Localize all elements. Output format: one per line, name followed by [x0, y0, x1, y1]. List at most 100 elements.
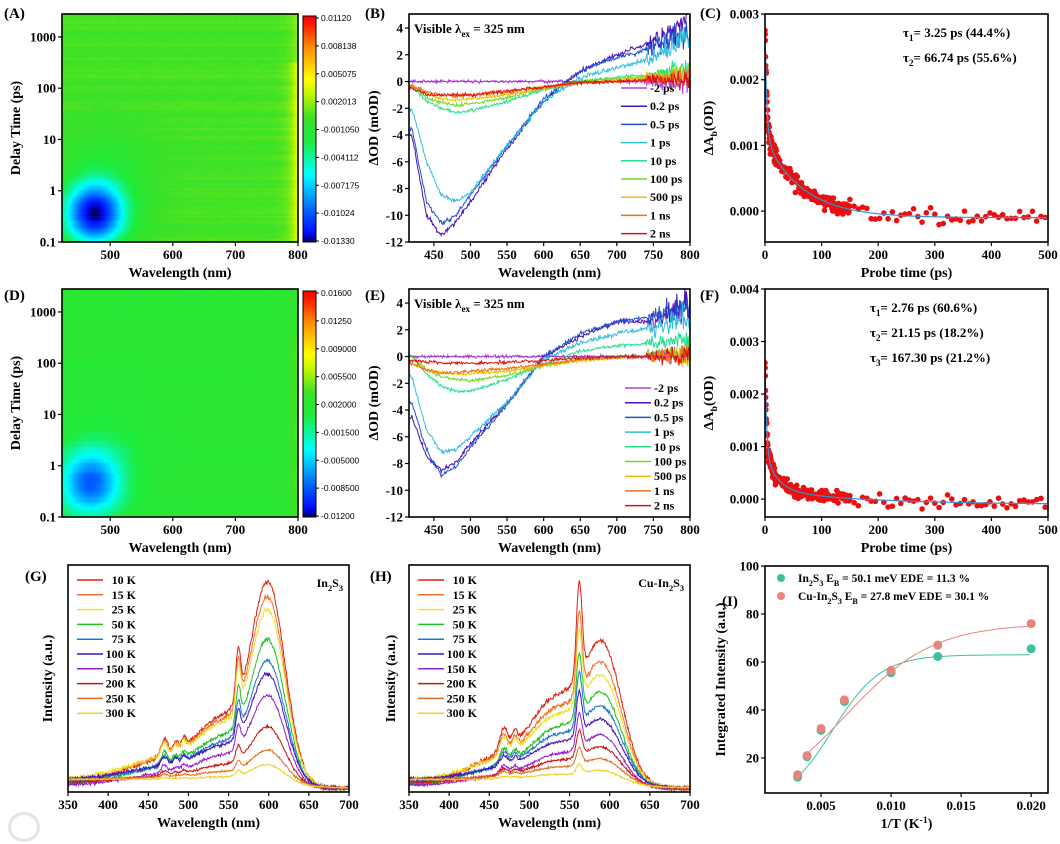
legend-label: 300 K: [106, 706, 137, 720]
x-tick-label: 600: [600, 797, 620, 812]
data-point: [932, 500, 938, 506]
y-tick-label: 4: [397, 21, 404, 36]
x-axis-label: Probe time (ps): [861, 541, 953, 556]
plot-frame: [61, 288, 299, 518]
colorbar-tick-label: 0.01600: [321, 288, 352, 298]
x-tick-label: 700: [607, 247, 627, 262]
excitation-annotation: Visible λex = 325 nm: [414, 21, 525, 39]
data-point: [948, 496, 955, 502]
y-tick-label: -12: [386, 510, 403, 525]
panel-label-c: (C): [700, 6, 721, 22]
y-axis-label: ΔAb(OD): [702, 100, 720, 155]
x-tick-label: 450: [424, 522, 444, 537]
data-point: [881, 499, 887, 506]
legend-label: 50 K: [453, 617, 478, 631]
plot-area: [409, 289, 690, 479]
data-point: [821, 207, 828, 214]
data-point: [933, 640, 943, 650]
data-point: [816, 723, 826, 733]
data-point: [839, 695, 849, 705]
heatmap-image: [62, 289, 298, 517]
x-tick-label: 100: [812, 247, 832, 262]
data-point: [902, 495, 908, 501]
data-point: [846, 209, 852, 215]
y-tick-label: 2: [397, 322, 404, 337]
data-point: [991, 211, 998, 218]
spectrum-25K: [409, 626, 690, 792]
data-point: [974, 213, 981, 220]
colorbar-tick-label: 0.002013: [321, 97, 357, 107]
y-tick-label: 10: [43, 407, 56, 422]
x-tick-label: 500: [520, 797, 540, 812]
x-tick-label: 650: [570, 247, 590, 262]
y-axis-label: ΔAb(OD): [702, 375, 720, 430]
x-tick-label: 100: [812, 522, 832, 537]
data-point: [1008, 215, 1015, 222]
data-point: [987, 498, 993, 505]
x-tick-label: 800: [680, 522, 700, 537]
plot-frame: [764, 13, 1049, 243]
y-tick-label: 0.004: [730, 282, 760, 297]
data-point: [965, 219, 972, 225]
legend-label: 500 ps: [650, 190, 683, 204]
data-point: [885, 216, 891, 222]
data-point: [835, 500, 841, 506]
data-point: [802, 751, 812, 761]
y-tick-label: 1: [50, 183, 57, 198]
x-tick-label: 600: [163, 247, 183, 262]
y-tick-label: 1: [50, 458, 57, 473]
series-line-1ps: [409, 27, 690, 203]
x-tick-label: 700: [226, 247, 246, 262]
y-tick-label: 20: [746, 750, 759, 765]
y-tick-label: -6: [392, 429, 403, 444]
data-point: [961, 496, 968, 503]
data-point: [944, 492, 951, 498]
legend-marker: [777, 592, 785, 600]
y-tick-label: 0.002: [730, 387, 759, 402]
series-line-1ns: [409, 345, 690, 375]
data-point: [864, 205, 870, 212]
data-point: [1012, 215, 1019, 222]
data-point: [927, 204, 934, 211]
colorbar-tick-label: -0.01024: [321, 208, 355, 218]
y-tick-label: 100: [740, 559, 760, 574]
colorbar: [302, 15, 317, 243]
panel-label-i: (I): [722, 594, 738, 610]
data-point: [886, 665, 896, 675]
x-tick-label: 350: [58, 797, 78, 812]
legend-label: 25 K: [112, 603, 137, 617]
panel-b: -2 ps 0.2 ps 0.5 ps 1 ps 10 ps 100 ps 500 ps 1 …: [367, 13, 700, 281]
series-line-0.2ps: [409, 14, 690, 237]
data-point: [961, 208, 968, 214]
x-tick-label: 500: [100, 247, 120, 262]
sample-annotation: Cu-In2S3: [638, 576, 684, 593]
x-tick-label: 800: [288, 522, 308, 537]
data-point: [936, 221, 942, 228]
plot-area: [409, 580, 690, 792]
y-axis-label: Intensity (a.u.): [41, 634, 56, 722]
excitation-annotation: Visible λex = 325 nm: [414, 296, 525, 314]
y-tick-label: 0.001: [730, 138, 759, 153]
legend-label: 100 K: [106, 647, 137, 661]
data-point: [1042, 504, 1048, 511]
x-tick-label: 0: [762, 247, 769, 262]
fit-curve: [796, 654, 1030, 778]
y-tick-label: 0: [397, 74, 404, 89]
legend-label: In2S3 EB = 50.1 meV EDE = 11.3 %: [798, 573, 970, 588]
legend-label: 1 ns: [654, 484, 675, 498]
colorbar-tick-label: 0.005500: [321, 372, 357, 382]
spectrum-25K: [68, 606, 349, 791]
x-axis-label: Wavelength (nm): [157, 816, 260, 831]
panel-label-b: (B): [365, 6, 385, 22]
y-tick-label: 0.003: [730, 334, 760, 349]
y-tick-label: 100: [37, 81, 57, 96]
panel-d: 0.01600 0.01250 0.009000 0.005500 0.002000 -0…: [9, 288, 360, 556]
data-point: [978, 502, 985, 509]
legend-label: -2 ps: [654, 381, 679, 395]
panel-f: τ1= 2.76 ps (60.6%) τ2= 21.15 ps (18.2%) τ…: [702, 282, 1058, 557]
plot-frame: [408, 288, 691, 518]
x-axis-label: Wavelength (nm): [498, 266, 601, 281]
data-point: [851, 499, 857, 506]
lifetime-annotation: τ2= 21.15 ps (18.2%): [870, 325, 984, 343]
